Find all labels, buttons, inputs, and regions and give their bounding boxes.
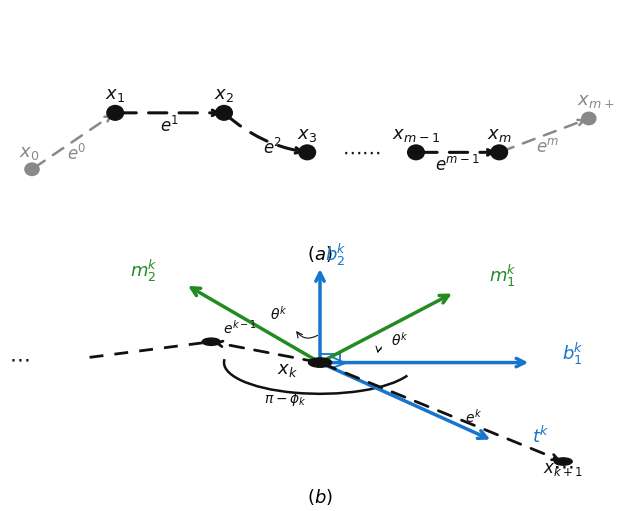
Circle shape — [216, 105, 232, 120]
Circle shape — [308, 358, 332, 367]
Text: $\mathbf{\mathit{e}}^{m-1}$: $\mathbf{\mathit{e}}^{m-1}$ — [435, 155, 480, 175]
Text: $e^k$: $e^k$ — [465, 408, 482, 426]
Text: $\cdots$: $\cdots$ — [9, 349, 29, 369]
Text: $\cdots\cdots$: $\cdots\cdots$ — [342, 143, 381, 162]
Text: $\mathbf{\mathit{e}}^2$: $\mathbf{\mathit{e}}^2$ — [262, 138, 282, 158]
Text: $\mathbf{\mathit{t}}^k$: $\mathbf{\mathit{t}}^k$ — [532, 426, 549, 447]
Text: $\mathbf{\mathit{x}}_0$: $\mathbf{\mathit{x}}_0$ — [19, 145, 39, 162]
Circle shape — [202, 338, 220, 345]
Text: $\mathbf{\mathit{x}}_k$: $\mathbf{\mathit{x}}_k$ — [278, 361, 298, 379]
Text: $\mathbf{\mathit{e}}^0$: $\mathbf{\mathit{e}}^0$ — [67, 144, 86, 164]
Circle shape — [299, 145, 316, 159]
Text: $\mathbf{\mathit{x}}_{m+}$: $\mathbf{\mathit{x}}_{m+}$ — [577, 92, 614, 110]
Text: $\cdots$: $\cdots$ — [553, 456, 573, 476]
Circle shape — [25, 163, 39, 175]
Text: $e^{k-1}$: $e^{k-1}$ — [223, 319, 257, 337]
Text: $\theta^k$: $\theta^k$ — [269, 305, 287, 322]
Text: $\mathbf{\mathit{x}}_3$: $\mathbf{\mathit{x}}_3$ — [297, 126, 317, 144]
Text: $\mathbf{\mathit{m}}_2^k$: $\mathbf{\mathit{m}}_2^k$ — [131, 258, 157, 284]
Text: $\mathbf{\mathit{x}}_1$: $\mathbf{\mathit{x}}_1$ — [105, 86, 125, 104]
Text: $\mathbf{\mathit{x}}_m$: $\mathbf{\mathit{x}}_m$ — [487, 126, 511, 144]
Text: $\theta^k$: $\theta^k$ — [391, 331, 409, 349]
Text: $\mathbf{\mathit{e}}^1$: $\mathbf{\mathit{e}}^1$ — [160, 115, 179, 136]
Text: $\mathbf{\mathit{x}}_{k+1}$: $\mathbf{\mathit{x}}_{k+1}$ — [543, 460, 583, 478]
Text: $\pi - \phi_k$: $\pi - \phi_k$ — [264, 390, 306, 408]
Circle shape — [491, 145, 508, 159]
Text: $\mathbf{\mathit{e}}^m$: $\mathbf{\mathit{e}}^m$ — [536, 138, 559, 156]
Circle shape — [582, 112, 596, 125]
Circle shape — [554, 458, 572, 465]
Text: $\mathbf{\mathit{x}}_2$: $\mathbf{\mathit{x}}_2$ — [214, 86, 234, 104]
Circle shape — [107, 105, 124, 120]
Text: $(a)$: $(a)$ — [307, 244, 333, 264]
Circle shape — [408, 145, 424, 159]
Text: $\mathbf{\mathit{m}}_1^k$: $\mathbf{\mathit{m}}_1^k$ — [489, 263, 516, 289]
Text: $\mathbf{\mathit{x}}_{m-1}$: $\mathbf{\mathit{x}}_{m-1}$ — [392, 126, 440, 144]
Text: $\mathbf{\mathit{b}}_1^k$: $\mathbf{\mathit{b}}_1^k$ — [562, 341, 584, 367]
Text: $\mathbf{\mathit{b}}_2^k$: $\mathbf{\mathit{b}}_2^k$ — [325, 242, 347, 268]
Text: $(b)$: $(b)$ — [307, 487, 333, 507]
